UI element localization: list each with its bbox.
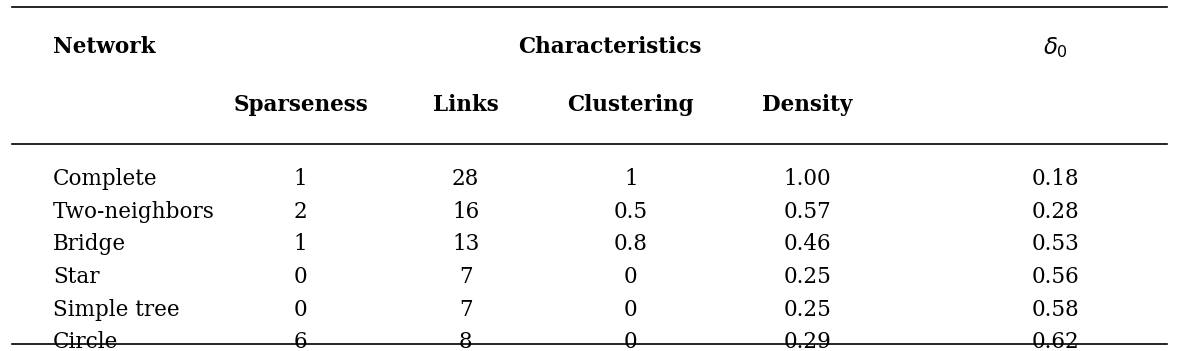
- Text: Sparseness: Sparseness: [233, 94, 368, 116]
- Text: Two-neighbors: Two-neighbors: [53, 201, 215, 223]
- Text: 6: 6: [294, 331, 308, 351]
- Text: Links: Links: [433, 94, 499, 116]
- Text: Characteristics: Characteristics: [519, 37, 702, 58]
- Text: 0.25: 0.25: [784, 299, 831, 320]
- Text: $\delta_0$: $\delta_0$: [1042, 35, 1068, 60]
- Text: 0: 0: [624, 266, 638, 288]
- Text: Network: Network: [53, 37, 156, 58]
- Text: Star: Star: [53, 266, 99, 288]
- Text: 0.58: 0.58: [1032, 299, 1079, 320]
- Text: 0: 0: [294, 266, 308, 288]
- Text: 8: 8: [459, 331, 473, 351]
- Text: 1: 1: [294, 168, 308, 190]
- Text: 0.57: 0.57: [784, 201, 831, 223]
- Text: 7: 7: [459, 266, 473, 288]
- Text: 1: 1: [294, 233, 308, 255]
- Text: 0.56: 0.56: [1032, 266, 1079, 288]
- Text: 28: 28: [452, 168, 480, 190]
- Text: 0: 0: [294, 299, 308, 320]
- Text: 0: 0: [624, 331, 638, 351]
- Text: Simple tree: Simple tree: [53, 299, 179, 320]
- Text: 0.46: 0.46: [784, 233, 831, 255]
- Text: Complete: Complete: [53, 168, 158, 190]
- Text: 1.00: 1.00: [784, 168, 831, 190]
- Text: 0.8: 0.8: [614, 233, 647, 255]
- Text: Clustering: Clustering: [567, 94, 694, 116]
- Text: Density: Density: [763, 94, 852, 116]
- Text: 1: 1: [624, 168, 638, 190]
- Text: Circle: Circle: [53, 331, 118, 351]
- Text: 16: 16: [452, 201, 480, 223]
- Text: 7: 7: [459, 299, 473, 320]
- Text: 0.25: 0.25: [784, 266, 831, 288]
- Text: 0.53: 0.53: [1032, 233, 1079, 255]
- Text: 13: 13: [452, 233, 480, 255]
- Text: 0.28: 0.28: [1032, 201, 1079, 223]
- Text: 0.5: 0.5: [614, 201, 647, 223]
- Text: 0.29: 0.29: [784, 331, 831, 351]
- Text: 0.18: 0.18: [1032, 168, 1079, 190]
- Text: 0.62: 0.62: [1032, 331, 1079, 351]
- Text: 0: 0: [624, 299, 638, 320]
- Text: 2: 2: [294, 201, 308, 223]
- Text: Bridge: Bridge: [53, 233, 126, 255]
